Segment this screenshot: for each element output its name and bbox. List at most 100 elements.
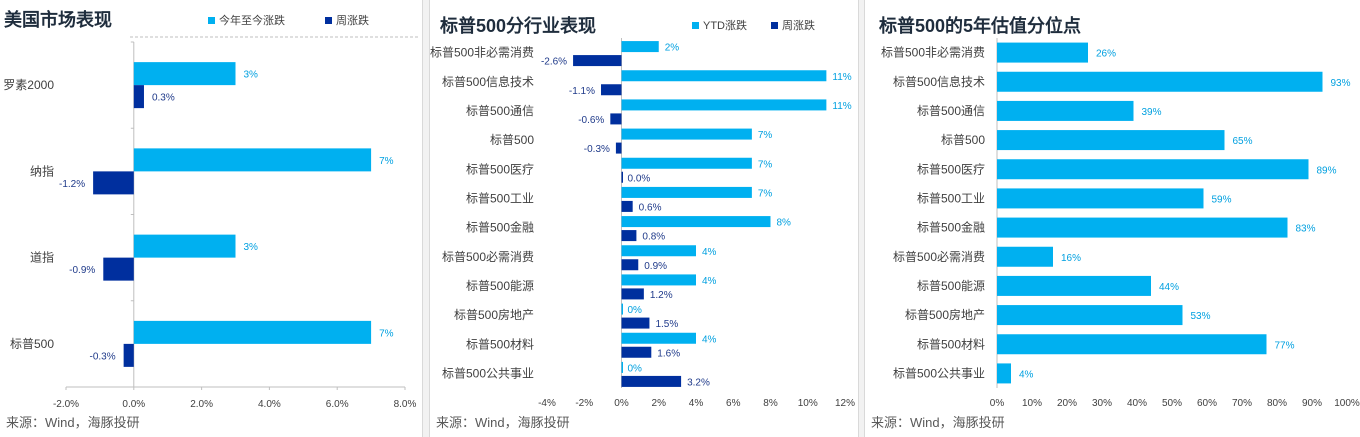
bar-ytd: [621, 128, 752, 140]
sp500-sector-panel: 标普500分行业表现 YTD涨跌 周涨跌 标普500非必需消费 2% -2.6% 标普…: [429, 0, 859, 437]
bar-ytd: [997, 217, 1288, 238]
x-tick-label: 8.0%: [394, 399, 417, 410]
bar-week: [93, 171, 134, 195]
bar-ytd: [997, 71, 1323, 92]
x-tick-label: 70%: [1232, 398, 1252, 409]
data-label: 1.2%: [650, 290, 673, 301]
data-label: 4%: [1019, 369, 1034, 380]
source-note: 来源：Wind，海豚投研: [6, 415, 140, 430]
category-label: 标普500金融: [466, 220, 534, 235]
x-tick-label: 2.0%: [190, 399, 213, 410]
data-label: 7%: [379, 328, 394, 339]
data-label: 83%: [1296, 224, 1316, 235]
data-label: 0.3%: [152, 93, 175, 104]
category-label: 标普500必需消费: [442, 250, 534, 264]
category-label: 标普500: [490, 133, 534, 147]
category-label: 标普500: [10, 337, 54, 351]
data-label: -1.2%: [59, 179, 85, 190]
category-label: 标普500通信: [466, 104, 534, 118]
data-label: 39%: [1142, 107, 1162, 118]
x-tick-label: 8%: [763, 398, 778, 409]
bar-week: [621, 259, 639, 271]
legend: YTD涨跌 周涨跌: [692, 17, 815, 33]
bar-ytd: [997, 42, 1088, 63]
bar-ytd: [621, 303, 623, 315]
bar-ytd: [997, 363, 1011, 384]
us-market-chart: 罗素2000 3% 0.3% 纳指 7% -1.2% 道指 3% -0.9% 标普500 7% -0.…: [3, 36, 418, 410]
x-tick-label: 4%: [689, 398, 704, 409]
legend-swatch-ytd: [692, 21, 699, 29]
data-label: 1.5%: [655, 319, 678, 330]
x-tick-label: 6%: [726, 398, 741, 409]
bar-ytd: [621, 245, 696, 257]
data-label: 0%: [628, 305, 643, 316]
legend-swatch-week: [771, 21, 778, 29]
bar-ytd: [621, 361, 623, 373]
data-label: 44%: [1159, 282, 1179, 293]
category-label: 标普500能源: [917, 279, 985, 293]
category-label: 标普500信息技术: [893, 74, 985, 89]
bar-week: [133, 85, 144, 109]
data-label: 2%: [665, 43, 680, 54]
data-label: 7%: [758, 159, 773, 170]
bar-ytd: [133, 234, 236, 258]
legend-label-week: 周涨跌: [336, 15, 369, 27]
bar-ytd: [997, 159, 1309, 180]
x-tick-label: 10%: [1022, 398, 1042, 409]
bar-ytd: [621, 332, 696, 344]
source-note: 来源：Wind，海豚投研: [436, 415, 570, 430]
data-label: 7%: [758, 188, 773, 199]
x-tick-label: 80%: [1267, 398, 1287, 409]
x-tick-label: -2%: [575, 398, 593, 409]
category-label: 标普500通信: [917, 104, 985, 118]
category-label: 标普500房地产: [905, 307, 985, 322]
bar-week: [103, 257, 134, 281]
category-label: 标普500材料: [466, 337, 534, 351]
data-label: 11%: [832, 101, 851, 112]
category-label: 标普500房地产: [454, 307, 534, 322]
bar-week: [621, 375, 682, 387]
x-tick-label: 2%: [652, 398, 667, 409]
bar-ytd: [621, 157, 752, 169]
x-tick-label: 30%: [1092, 398, 1112, 409]
data-label: 3%: [244, 70, 259, 81]
legend-swatch-week: [325, 16, 332, 24]
bar-ytd: [997, 305, 1183, 326]
bar-week: [610, 113, 622, 125]
bar-ytd: [133, 62, 236, 86]
data-label: 7%: [379, 156, 394, 167]
data-label: 89%: [1317, 165, 1337, 176]
x-tick-label: -4%: [538, 398, 556, 409]
data-label: 53%: [1191, 311, 1211, 322]
legend-label-ytd: YTD涨跌: [703, 20, 747, 32]
x-tick-label: 0%: [614, 398, 629, 409]
data-label: 1.6%: [657, 348, 680, 359]
chart-title: 美国市场表现: [4, 10, 112, 30]
bar-week: [573, 55, 622, 67]
bar-ytd: [133, 148, 372, 172]
data-label: 16%: [1061, 253, 1081, 264]
x-tick-label: 90%: [1302, 398, 1322, 409]
data-label: 65%: [1233, 136, 1253, 147]
bar-week: [621, 200, 633, 212]
bar-ytd: [133, 320, 372, 344]
category-label: 标普500工业: [917, 191, 985, 205]
x-tick-label: 50%: [1162, 398, 1182, 409]
sp500-sector-chart: 标普500非必需消费 2% -2.6% 标普500信息技术 11% -1.1% 标普500通…: [430, 38, 855, 409]
data-label: 59%: [1212, 194, 1232, 205]
data-label: 77%: [1275, 340, 1295, 351]
category-label: 罗素2000: [3, 78, 54, 92]
data-label: 0%: [628, 363, 643, 374]
x-tick-label: 10%: [798, 398, 818, 409]
bar-week: [621, 230, 637, 242]
data-label: 0.0%: [628, 173, 651, 184]
valuation-panel: 标普500的5年估值分位点 标普500非必需消费 26% 标普500信息技术 93% 标…: [864, 0, 1360, 437]
category-label: 标普500信息技术: [442, 74, 534, 89]
source-note: 来源：Wind，海豚投研: [871, 415, 1005, 430]
bar-week: [621, 317, 650, 329]
bar-ytd: [621, 70, 827, 82]
x-tick-label: 12%: [835, 398, 855, 409]
bar-ytd: [997, 246, 1053, 267]
data-label: 8%: [777, 218, 792, 229]
bar-week: [621, 288, 644, 300]
